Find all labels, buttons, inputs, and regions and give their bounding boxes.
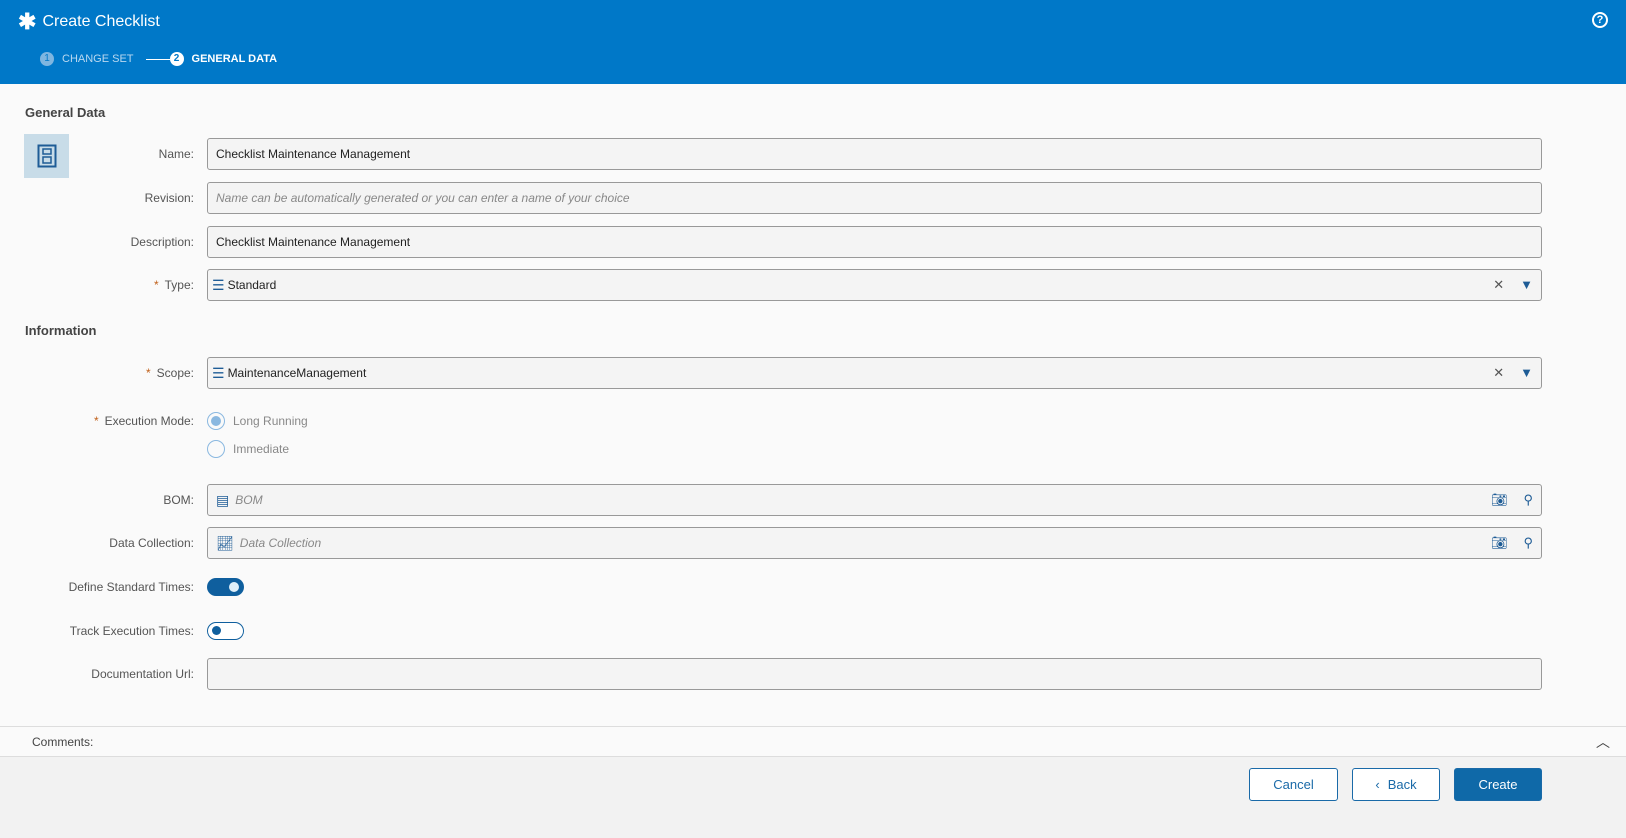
- comments-panel[interactable]: Comments: ︿: [0, 726, 1626, 757]
- header: ✱ Create Checklist ? 1 CHANGE SET 2 GENERAL…: [0, 0, 1626, 84]
- chevron-up-icon[interactable]: ︿: [1596, 733, 1610, 750]
- list-icon: ☰: [212, 364, 225, 381]
- section-information: Information: [25, 323, 97, 338]
- bom-input[interactable]: ▤ BOM 📷︎ ⚲: [207, 484, 1542, 516]
- data-collection-label: Data Collection:: [109, 536, 194, 550]
- name-input[interactable]: Checklist Maintenance Management: [207, 138, 1542, 170]
- revision-label: Revision:: [144, 191, 194, 205]
- scope-select[interactable]: ☰ MaintenanceManagement ✕ ▼: [207, 357, 1542, 389]
- clear-icon[interactable]: ✕: [1493, 365, 1505, 380]
- page-title: Create Checklist: [42, 13, 160, 30]
- back-button[interactable]: ‹ Back: [1352, 768, 1440, 801]
- radio-immediate[interactable]: Immediate: [207, 440, 289, 458]
- track-execution-times-toggle[interactable]: [207, 622, 244, 640]
- execution-mode-label: Execution Mode:: [104, 414, 194, 428]
- search-icon[interactable]: ⚲: [1523, 492, 1533, 507]
- chevron-down-icon[interactable]: ▼: [1520, 277, 1533, 292]
- help-icon[interactable]: ?: [1592, 12, 1608, 28]
- search-icon[interactable]: ⚲: [1523, 535, 1533, 550]
- bom-label: BOM:: [163, 493, 194, 507]
- step-general-data[interactable]: 2 GENERAL DATA: [169, 52, 277, 66]
- documentation-url-label: Documentation Url:: [91, 667, 194, 681]
- step-change-set[interactable]: 1 CHANGE SET: [40, 52, 134, 66]
- create-button[interactable]: Create: [1454, 768, 1542, 801]
- radio-long-running[interactable]: Long Running: [207, 412, 308, 430]
- step-connector: [145, 58, 170, 60]
- type-select[interactable]: ☰ Standard ✕ ▼: [207, 269, 1542, 301]
- description-input[interactable]: Checklist Maintenance Management: [207, 226, 1542, 258]
- checklist-icon: [24, 134, 69, 178]
- revision-input[interactable]: Name can be automatically generated or y…: [207, 182, 1542, 214]
- data-collection-input[interactable]: 📈︎ Data Collection 📷︎ ⚲: [207, 527, 1542, 559]
- track-execution-times-label: Track Execution Times:: [69, 624, 194, 638]
- type-label: Type:: [164, 278, 194, 292]
- camera-icon[interactable]: 📷︎: [1490, 535, 1508, 550]
- clear-icon[interactable]: ✕: [1493, 277, 1505, 292]
- bom-icon: ▤: [216, 491, 230, 508]
- list-icon: ☰: [212, 276, 225, 293]
- cancel-button[interactable]: Cancel: [1249, 768, 1338, 801]
- define-standard-times-toggle[interactable]: [207, 578, 244, 596]
- description-label: Description:: [130, 235, 194, 249]
- chevron-left-icon: ‹: [1375, 777, 1380, 792]
- camera-icon[interactable]: 📷︎: [1490, 492, 1508, 507]
- documentation-url-input[interactable]: [207, 658, 1542, 690]
- wizard-steps: 1 CHANGE SET 2 GENERAL DATA: [40, 52, 277, 66]
- asterisk-icon: ✱: [18, 9, 37, 34]
- name-label: Name:: [158, 147, 194, 161]
- define-standard-times-label: Define Standard Times:: [68, 580, 194, 594]
- scope-label: Scope:: [156, 366, 194, 380]
- chart-line-icon: 📈︎: [216, 534, 234, 551]
- chevron-down-icon[interactable]: ▼: [1520, 365, 1533, 380]
- section-general-data: General Data: [25, 105, 106, 120]
